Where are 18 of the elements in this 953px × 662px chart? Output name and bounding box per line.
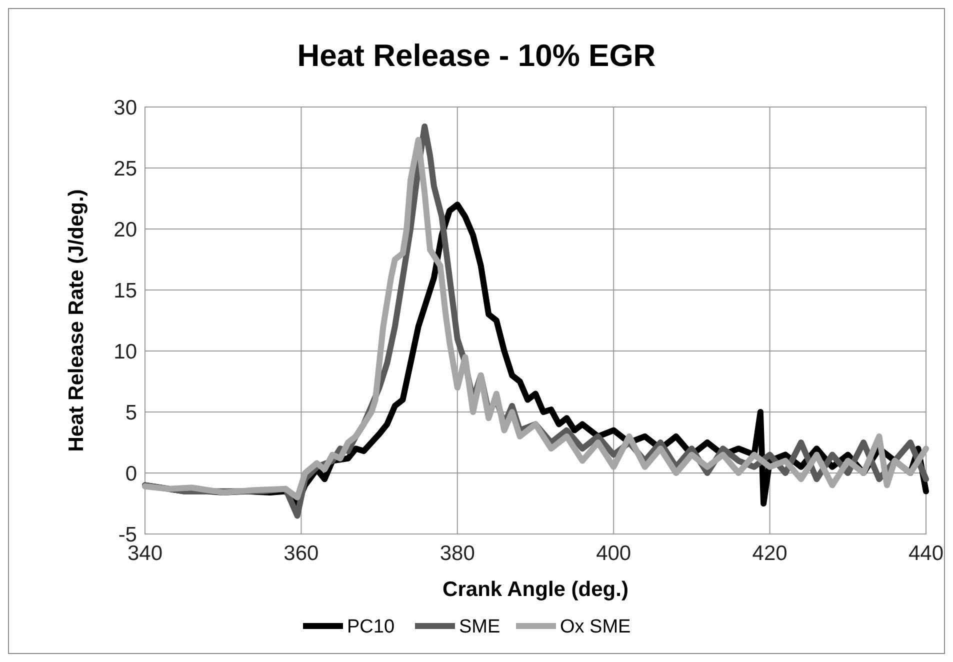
legend-label: PC10 — [347, 616, 395, 638]
x-tick-label: 380 — [440, 542, 475, 565]
y-tick-label: 0 — [125, 462, 137, 486]
y-tick-label: 5 — [125, 401, 137, 424]
x-tick-label: 360 — [284, 542, 319, 565]
y-tick-label: 10 — [114, 340, 137, 364]
y-axis-title: Heat Release Rate (J/deg.) — [65, 189, 88, 452]
y-tick-label: 25 — [114, 157, 137, 180]
x-tick-label: 400 — [596, 542, 632, 565]
legend-label: SME — [459, 616, 500, 638]
y-tick-label: 15 — [114, 279, 137, 302]
x-axis-title: Crank Angle (deg.) — [442, 578, 628, 601]
x-tick-label: 440 — [908, 542, 944, 565]
x-tick-label: 420 — [752, 542, 788, 565]
y-tick-label: 30 — [114, 96, 137, 120]
y-tick-label: 20 — [114, 218, 137, 242]
legend-label: Ox SME — [560, 616, 631, 638]
chart-title: Heat Release - 10% EGR — [297, 38, 656, 73]
